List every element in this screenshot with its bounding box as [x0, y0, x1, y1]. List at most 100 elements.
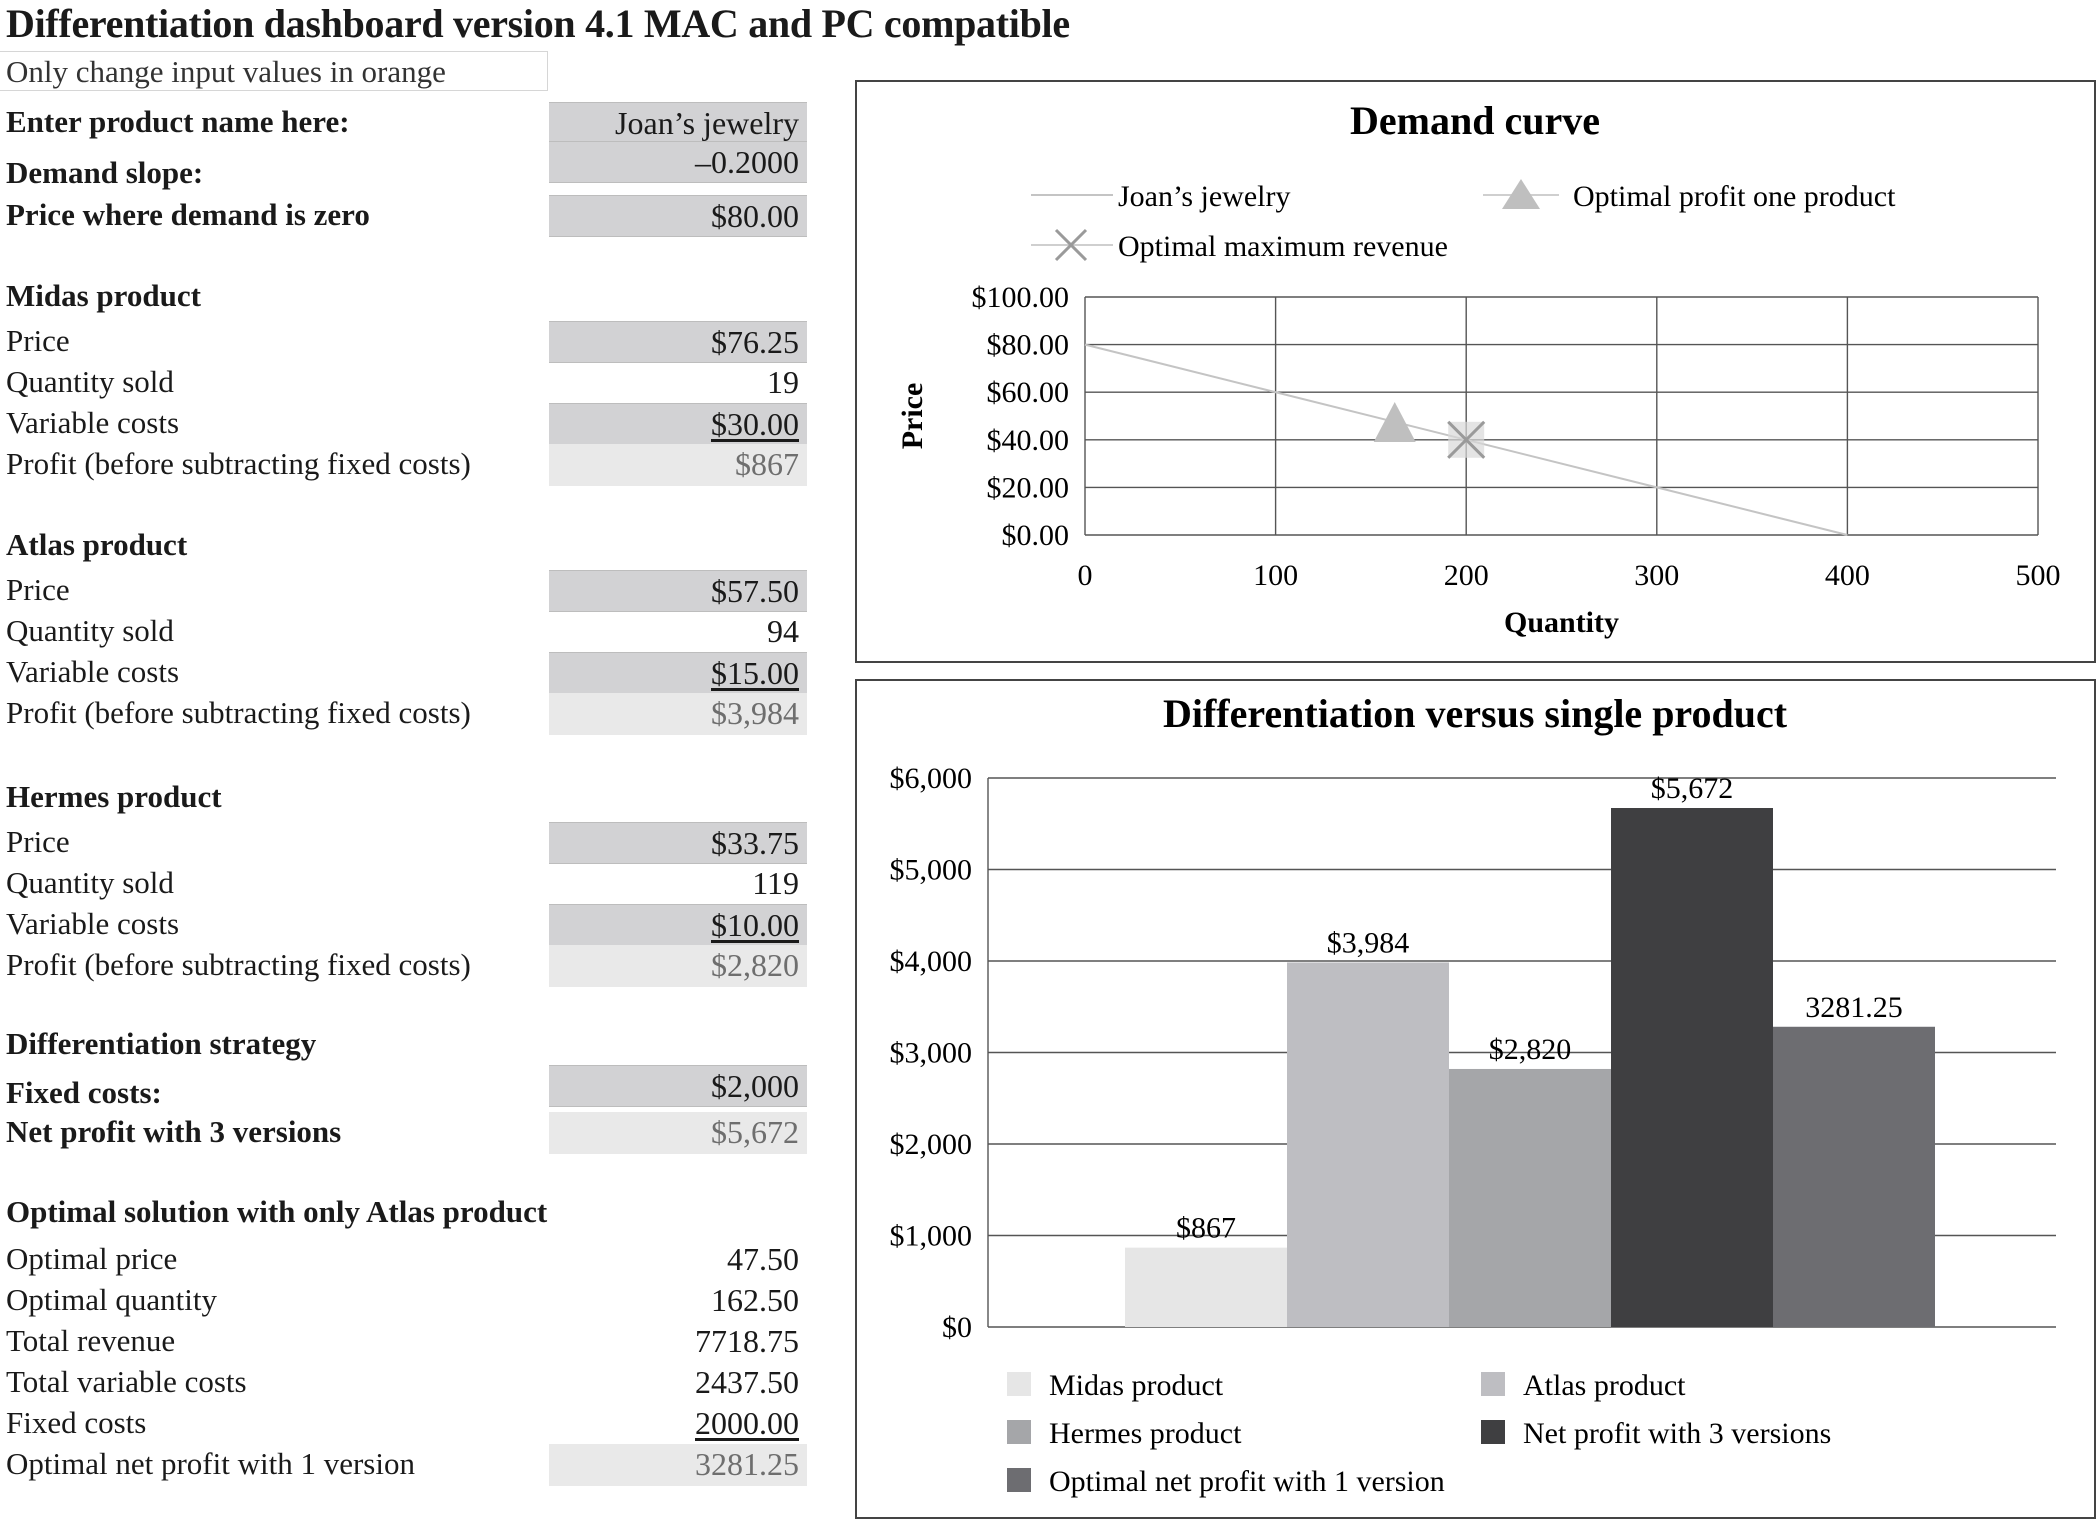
- legend-label: Optimal net profit with 1 version: [1049, 1465, 1445, 1498]
- y-axis-title: Price: [896, 383, 929, 450]
- hermes-vc-input[interactable]: $10.00: [549, 904, 807, 946]
- fixed-costs-label: Fixed costs:: [6, 1075, 162, 1110]
- atlas-profit-value: $3,984: [549, 693, 807, 735]
- fixed-costs-input[interactable]: $2,000: [549, 1065, 807, 1107]
- midas-price-input[interactable]: $76.25: [549, 321, 807, 363]
- bar-hermes-product: [1449, 1068, 1611, 1327]
- y-tick-label: $3,000: [890, 1037, 973, 1070]
- net-profit-row: Net profit with 3 versions $5,672: [0, 1110, 810, 1154]
- total-revenue-label: Total revenue: [6, 1323, 176, 1358]
- hermes-profit-label: Profit (before subtracting fixed costs): [6, 947, 471, 982]
- optimal-fixed-costs-label: Fixed costs: [6, 1405, 147, 1440]
- atlas-profit-label: Profit (before subtracting fixed costs): [6, 695, 471, 730]
- y-tick-label: $100.00: [972, 281, 1070, 314]
- optimal-heading: Optimal solution with only Atlas product: [6, 1194, 548, 1229]
- midas-vc-label: Variable costs: [6, 405, 180, 440]
- bar-atlas-product: [1287, 962, 1449, 1327]
- bar-data-label: 3281.25: [1805, 991, 1903, 1024]
- x-tick-label: 500: [2016, 559, 2061, 592]
- instruction-note: Only change input values in orange: [0, 51, 548, 91]
- x-tick-label: 300: [1634, 559, 1679, 592]
- x-tick-label: 0: [1078, 559, 1093, 592]
- hermes-qty-value: 119: [752, 865, 799, 901]
- differentiation-bar-chart: Differentiation versus single product $0 $…: [890, 691, 2056, 1498]
- fixed-costs-row: Fixed costs: $2,000: [0, 1065, 810, 1115]
- x-tick-label: 400: [1825, 559, 1870, 592]
- optimal-qty-label: Optimal quantity: [6, 1282, 217, 1317]
- optimal-net-profit-label: Optimal net profit with 1 version: [6, 1446, 415, 1481]
- bar-midas-product: [1125, 1247, 1287, 1327]
- optimal-price-label: Optimal price: [6, 1241, 178, 1276]
- hermes-vc-row: Variable costs $10.00: [0, 902, 810, 946]
- legend-swatch: [1481, 1372, 1505, 1396]
- demand-curve-chart: Demand curve Joan’s jewelry Optimal profit…: [896, 98, 2061, 639]
- y-tick-label: $40.00: [987, 424, 1070, 457]
- y-tick-label: $6,000: [890, 762, 973, 795]
- midas-qty-label: Quantity sold: [6, 364, 174, 399]
- optimal-qty-row: Optimal quantity 162.50: [0, 1278, 810, 1322]
- demand-chart-title: Demand curve: [1350, 98, 1600, 143]
- bar-data-label: $867: [1176, 1212, 1236, 1245]
- zero-demand-price-input[interactable]: $80.00: [549, 195, 807, 237]
- demand-slope-label: Demand slope:: [6, 155, 204, 190]
- demand-curve-panel: Demand curve Joan’s jewelry Optimal profit…: [855, 80, 2096, 663]
- hermes-profit-value: $2,820: [549, 945, 807, 987]
- hermes-price-label: Price: [6, 824, 70, 859]
- page-title: Differentiation dashboard version 4.1 MA…: [6, 1, 1070, 46]
- legend-swatch: [1007, 1468, 1031, 1492]
- net-profit-label: Net profit with 3 versions: [6, 1114, 342, 1149]
- hermes-price-input[interactable]: $33.75: [549, 822, 807, 864]
- legend-label-x: Optimal maximum revenue: [1118, 230, 1448, 263]
- midas-profit-label: Profit (before subtracting fixed costs): [6, 446, 471, 481]
- hermes-qty-row: Quantity sold 119: [0, 861, 810, 905]
- legend-label: Midas product: [1049, 1369, 1224, 1402]
- atlas-vc-input[interactable]: $15.00: [549, 652, 807, 694]
- input-row-zero-demand-price: Price where demand is zero $80.00: [0, 193, 810, 237]
- legend-swatch-triangle: [1502, 179, 1540, 209]
- total-vc-row: Total variable costs 2437.50: [0, 1360, 810, 1404]
- midas-profit-value: $867: [549, 444, 807, 486]
- optimal-net-profit-value: 3281.25: [549, 1444, 807, 1486]
- y-tick-label: $4,000: [890, 945, 973, 978]
- bar-chart-title: Differentiation versus single product: [1163, 691, 1788, 736]
- optimal-fixed-costs-row: Fixed costs 2000.00: [0, 1401, 810, 1445]
- y-tick-label: $80.00: [987, 329, 1070, 362]
- midas-qty-value: 19: [767, 364, 799, 400]
- product-name-input[interactable]: Joan’s jewelry: [549, 102, 807, 144]
- y-tick-label: $0: [942, 1311, 972, 1344]
- bar-data-label: $5,672: [1651, 772, 1734, 805]
- hermes-qty-label: Quantity sold: [6, 865, 174, 900]
- optimal-net-profit-row: Optimal net profit with 1 version 3281.2…: [0, 1442, 810, 1486]
- midas-price-row: Price $76.25: [0, 319, 810, 363]
- bar-net-profit-with-3-versions: [1611, 808, 1773, 1327]
- zero-demand-price-label: Price where demand is zero: [6, 197, 370, 232]
- legend-label: Atlas product: [1523, 1369, 1686, 1402]
- legend-swatch: [1007, 1372, 1031, 1396]
- atlas-vc-row: Variable costs $15.00: [0, 650, 810, 694]
- midas-qty-row: Quantity sold 19: [0, 360, 810, 404]
- demand-slope-input[interactable]: –0.2000: [549, 141, 807, 183]
- optimal-profit-marker: [1373, 401, 1416, 442]
- legend-label-line: Joan’s jewelry: [1118, 180, 1290, 213]
- total-revenue-value: 7718.75: [695, 1323, 799, 1359]
- midas-vc-input[interactable]: $30.00: [549, 403, 807, 445]
- legend-swatch: [1007, 1420, 1031, 1444]
- atlas-qty-label: Quantity sold: [6, 613, 174, 648]
- x-tick-label: 100: [1253, 559, 1298, 592]
- atlas-vc-label: Variable costs: [6, 654, 180, 689]
- y-tick-label: $1,000: [890, 1220, 973, 1253]
- atlas-qty-row: Quantity sold 94: [0, 609, 810, 653]
- x-axis-title: Quantity: [1504, 606, 1619, 639]
- midas-vc-row: Variable costs $30.00: [0, 401, 810, 445]
- optimal-qty-value: 162.50: [711, 1282, 799, 1318]
- atlas-price-input[interactable]: $57.50: [549, 570, 807, 612]
- product-name-label: Enter product name here:: [6, 104, 350, 139]
- y-tick-label: $60.00: [987, 376, 1070, 409]
- atlas-heading: Atlas product: [6, 527, 188, 562]
- input-row-product-name: Enter product name here: Joan’s jewelry: [0, 100, 810, 144]
- optimal-fixed-costs-cell: 2000.00: [549, 1403, 807, 1445]
- total-vc-label: Total variable costs: [6, 1364, 247, 1399]
- total-revenue-row: Total revenue 7718.75: [0, 1319, 810, 1363]
- differentiation-panel: Differentiation versus single product $0 $…: [855, 679, 2096, 1519]
- atlas-price-label: Price: [6, 572, 70, 607]
